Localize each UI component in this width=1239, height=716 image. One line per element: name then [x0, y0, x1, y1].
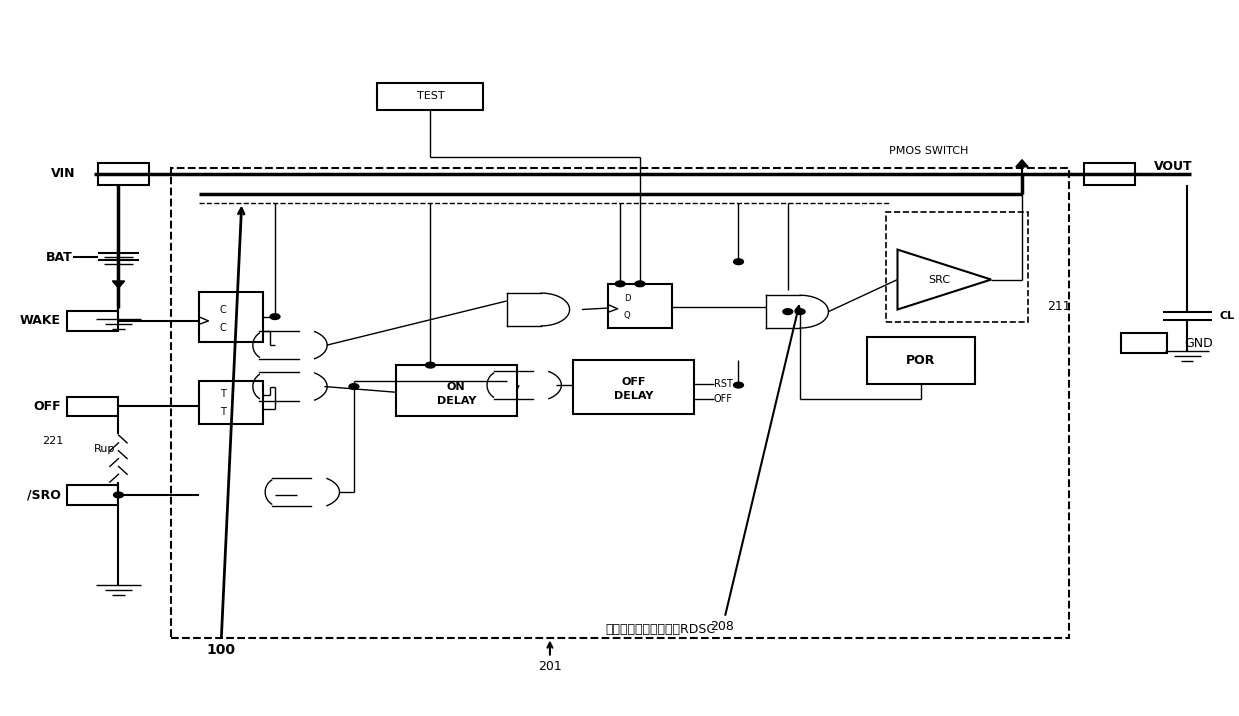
Bar — [98, 163, 150, 185]
Text: D: D — [624, 294, 631, 303]
Text: DELAY: DELAY — [436, 396, 476, 406]
Circle shape — [783, 309, 793, 314]
Text: TEST: TEST — [416, 91, 444, 101]
Text: DELAY: DELAY — [615, 391, 653, 401]
Circle shape — [733, 259, 743, 265]
Text: 201: 201 — [538, 643, 561, 673]
Bar — [67, 397, 119, 417]
Text: 100: 100 — [207, 208, 244, 657]
Circle shape — [616, 281, 626, 286]
Text: VIN: VIN — [51, 168, 76, 180]
Bar — [171, 168, 1069, 637]
Polygon shape — [113, 281, 125, 288]
Text: 211: 211 — [1047, 300, 1070, 313]
Bar — [67, 485, 119, 505]
Circle shape — [795, 309, 805, 314]
Circle shape — [114, 492, 124, 498]
Text: 221: 221 — [42, 436, 63, 446]
Text: ON: ON — [447, 382, 466, 392]
Circle shape — [425, 362, 435, 368]
Bar — [67, 311, 119, 331]
Text: POR: POR — [906, 354, 935, 367]
Bar — [867, 337, 975, 384]
Text: C: C — [219, 323, 227, 333]
Text: /SRO: /SRO — [27, 488, 61, 501]
Text: OFF: OFF — [714, 395, 732, 405]
Circle shape — [634, 281, 644, 286]
Polygon shape — [1016, 160, 1028, 167]
Bar — [395, 365, 517, 417]
Text: C: C — [219, 304, 227, 314]
Circle shape — [349, 384, 359, 390]
Text: Rup: Rup — [94, 445, 115, 454]
Text: RST: RST — [714, 379, 732, 390]
Text: Q: Q — [624, 311, 631, 320]
Text: OFF: OFF — [33, 400, 61, 413]
Text: PMOS SWITCH: PMOS SWITCH — [888, 146, 968, 156]
Bar — [1084, 163, 1135, 185]
Circle shape — [733, 382, 743, 388]
Text: CL: CL — [1219, 311, 1234, 321]
Text: 208: 208 — [710, 306, 800, 634]
Bar — [378, 82, 483, 110]
Circle shape — [270, 314, 280, 319]
Text: T: T — [221, 389, 227, 399]
Bar — [608, 284, 672, 328]
Text: SRC: SRC — [928, 274, 950, 284]
Bar — [574, 360, 694, 414]
Bar — [198, 292, 263, 342]
Text: GND: GND — [1184, 337, 1213, 349]
Text: VOUT: VOUT — [1154, 160, 1192, 173]
Text: BAT: BAT — [46, 251, 73, 264]
Bar — [198, 381, 263, 424]
Text: OFF: OFF — [622, 377, 646, 387]
Text: WAKE: WAKE — [20, 314, 61, 327]
Text: T: T — [221, 407, 227, 417]
Bar — [1120, 333, 1167, 353]
Text: 复位和深度睡眠控制器RDSC: 复位和深度睡眠控制器RDSC — [606, 622, 716, 636]
Bar — [886, 212, 1028, 322]
